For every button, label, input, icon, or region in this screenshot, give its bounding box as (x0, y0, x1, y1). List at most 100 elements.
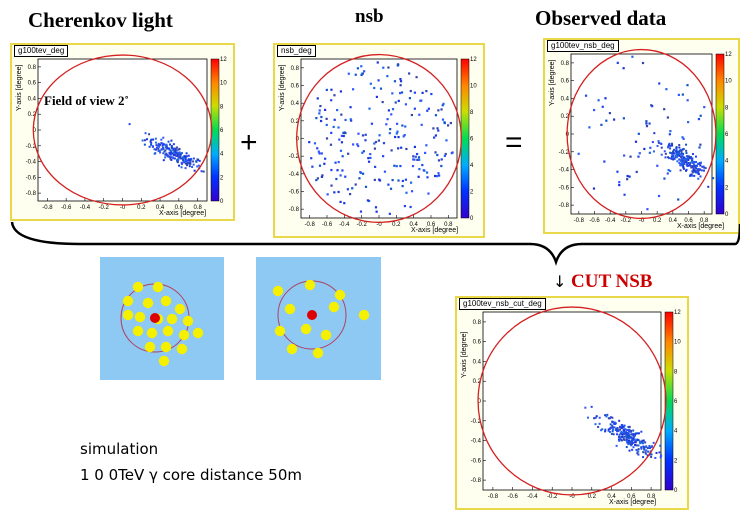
y-tick-label: -0.6 (471, 458, 482, 464)
photoelectron-dot (162, 325, 174, 337)
shower-point (635, 439, 638, 442)
x-tick-label: -0.6 (507, 494, 518, 500)
heading-nsb: nsb (355, 6, 384, 27)
shower-point (197, 164, 200, 167)
shower-point (699, 168, 702, 171)
shower-point (693, 164, 696, 167)
shower-point (590, 405, 593, 408)
nsb-point (605, 119, 608, 122)
shower-point (179, 154, 182, 157)
y-tick-label: -0.8 (289, 207, 300, 213)
shower-point (635, 449, 638, 452)
nsb-point (323, 162, 326, 165)
shower-point (699, 164, 702, 167)
nsb-point (686, 84, 689, 87)
nsb-point (410, 113, 413, 117)
shower-point (167, 154, 170, 157)
nsb-point (415, 152, 419, 156)
y-tick-label: -0.6 (26, 175, 37, 181)
field-of-view-circle (296, 53, 462, 224)
shower-point (655, 451, 658, 454)
shower-point (637, 432, 640, 435)
cut-diagram-before-canvas (120, 281, 204, 367)
shower-point (618, 419, 621, 422)
shower-point (172, 152, 175, 155)
nsb-point (440, 158, 443, 161)
shower-point (687, 158, 690, 161)
nsb-point (325, 137, 329, 140)
plot-title: g100tev_deg (14, 45, 69, 57)
nsb-point (364, 185, 368, 188)
nsb-point (367, 157, 370, 160)
nsb-point (396, 130, 399, 133)
shower-point (697, 177, 700, 180)
nsb-point (441, 104, 444, 107)
shower-point (681, 160, 684, 163)
shower-point (185, 160, 188, 163)
nsb-point (378, 179, 382, 182)
nsb-point (339, 174, 342, 177)
shower-point (175, 149, 178, 152)
shower-point (651, 141, 654, 144)
shower-point (192, 163, 195, 166)
color-scale-label: 0 (470, 216, 474, 222)
shower-point (642, 445, 645, 448)
shower-point (164, 156, 167, 159)
nsb-point (364, 139, 367, 142)
nsb-point (635, 170, 638, 174)
simulation-parameters: 1 0 0TeV γ core distance 50m (80, 466, 302, 484)
nsb-point (349, 118, 352, 121)
shower-point (633, 438, 636, 441)
shower-point (657, 141, 660, 144)
nsb-point (377, 79, 380, 82)
shower-point (202, 170, 205, 173)
nsb-point (317, 150, 320, 153)
plus-sign: + (240, 126, 258, 159)
shower-point (678, 154, 681, 157)
y-tick-label: 0.4 (561, 96, 570, 102)
equals-sign: = (505, 126, 523, 159)
shower-point (675, 150, 678, 153)
nsb-point (418, 113, 421, 116)
shower-point (691, 170, 694, 173)
shower-point (609, 427, 612, 430)
nsb-point (584, 94, 588, 97)
shower-point (627, 439, 630, 442)
shower-point (677, 152, 680, 155)
shower-point (623, 438, 626, 441)
color-scale-label: 12 (470, 57, 477, 63)
nsb-point (656, 164, 659, 167)
nsb-point (395, 122, 399, 125)
nsb-point (629, 155, 632, 158)
y-tick-label: 0.2 (473, 379, 482, 385)
x-tick-label: -0.2 (547, 494, 558, 500)
shower-point (669, 144, 672, 147)
x-tick-label: 0.2 (392, 222, 401, 228)
color-scale-label: 0 (220, 199, 224, 205)
shower-point (613, 426, 616, 429)
nsb-point (443, 121, 446, 125)
photoelectron-dot (158, 355, 170, 367)
shower-point (667, 145, 670, 148)
shower-point (192, 157, 195, 160)
shower-point (622, 436, 625, 439)
shower-point (682, 167, 685, 170)
photoelectron-dot (146, 327, 158, 339)
x-tick-label: -0.8 (488, 494, 499, 500)
color-scale-label: 12 (674, 310, 681, 316)
shower-point (610, 432, 613, 435)
nsb-point (361, 72, 364, 75)
nsb-point (412, 158, 415, 161)
shower-point (639, 442, 642, 445)
nsb-point (360, 73, 363, 77)
nsb-point (698, 146, 701, 149)
nsb-point (350, 119, 353, 122)
shower-point (642, 451, 645, 454)
nsb-point (361, 151, 364, 154)
nsb-point (645, 122, 648, 125)
color-scale-label: 4 (470, 163, 474, 169)
color-scale-label: 2 (725, 185, 729, 191)
shower-point (678, 150, 681, 153)
nsb-point (330, 168, 333, 172)
shower-point (178, 151, 181, 154)
